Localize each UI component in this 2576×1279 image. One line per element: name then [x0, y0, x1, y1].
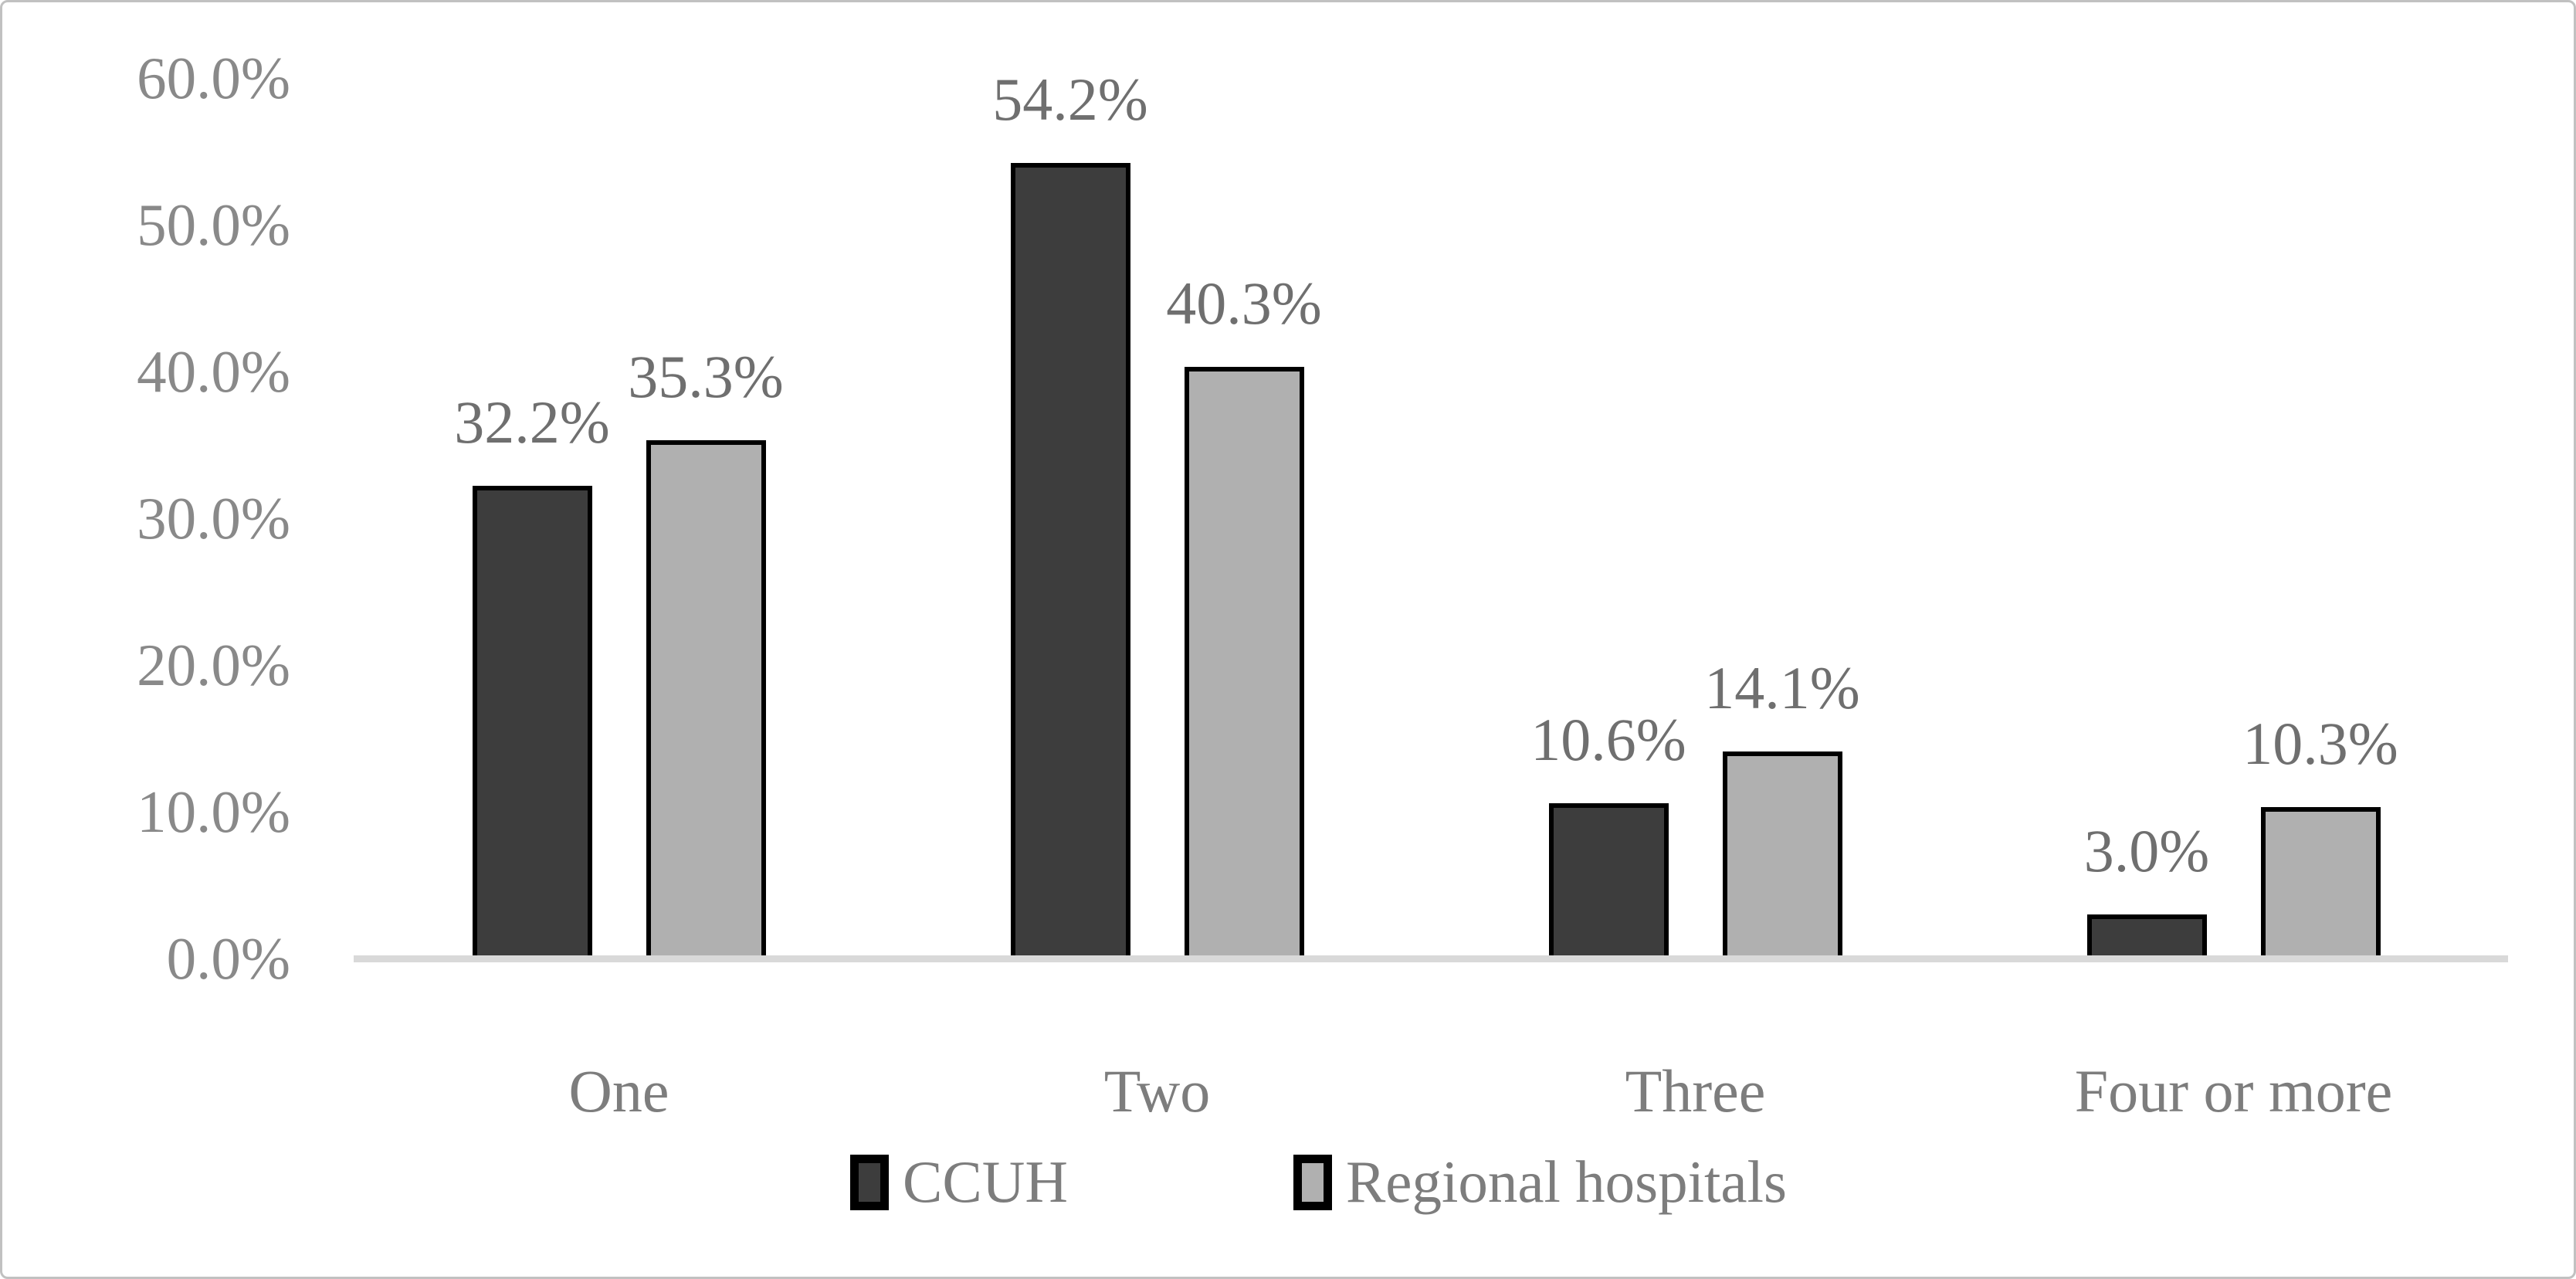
bar-ccuh-one [472, 486, 592, 958]
bar-ccuh-three [1548, 802, 1669, 958]
x-category-label-two: Two [1103, 1057, 1211, 1125]
data-label-regional-hospitals-one: 35.3% [628, 343, 784, 411]
data-label-ccuh-three: 10.6% [1530, 705, 1686, 773]
y-tick-label-60-0pct: 60.0% [137, 45, 290, 111]
x-category-label-four-or-more: Four or more [2074, 1057, 2393, 1125]
bar-regional-hospitals-one [646, 440, 766, 958]
legend-label-regional-hospitals: Regional hospitals [1345, 1148, 1787, 1215]
data-label-ccuh-one: 32.2% [454, 388, 610, 456]
legend: CCUH Regional hospitals [850, 1138, 1787, 1226]
x-category-label-one: One [568, 1057, 669, 1125]
legend-label-ccuh: CCUH [903, 1148, 1068, 1215]
data-label-ccuh-four-or-more: 3.0% [2083, 817, 2210, 884]
x-axis-baseline [354, 955, 2508, 962]
bar-ccuh-two [1010, 163, 1130, 958]
data-label-ccuh-two: 54.2% [992, 66, 1148, 134]
legend-swatch-regional-hospitals [1293, 1154, 1332, 1210]
data-label-regional-hospitals-two: 40.3% [1166, 270, 1322, 338]
data-label-regional-hospitals-four-or-more: 10.3% [2242, 710, 2398, 778]
y-tick-label-40-0pct: 40.0% [137, 338, 290, 405]
y-tick-label-30-0pct: 30.0% [137, 485, 290, 551]
y-tick-label-20-0pct: 20.0% [137, 632, 290, 698]
y-tick-label-0-0pct: 0.0% [166, 925, 290, 992]
y-tick-label-50-0pct: 50.0% [137, 192, 290, 258]
bar-ccuh-four-or-more [2086, 914, 2207, 958]
data-label-regional-hospitals-three: 14.1% [1704, 654, 1860, 722]
bar-regional-hospitals-two [1184, 367, 1304, 958]
legend-swatch-ccuh [850, 1154, 889, 1210]
x-category-label-three: Three [1625, 1057, 1766, 1125]
bar-regional-hospitals-three [1722, 751, 1842, 958]
legend-item-ccuh: CCUH [850, 1148, 1068, 1216]
legend-item-regional-hospitals: Regional hospitals [1293, 1148, 1787, 1216]
bar-regional-hospitals-four-or-more [2260, 807, 2381, 958]
y-tick-label-10-0pct: 10.0% [137, 779, 290, 845]
